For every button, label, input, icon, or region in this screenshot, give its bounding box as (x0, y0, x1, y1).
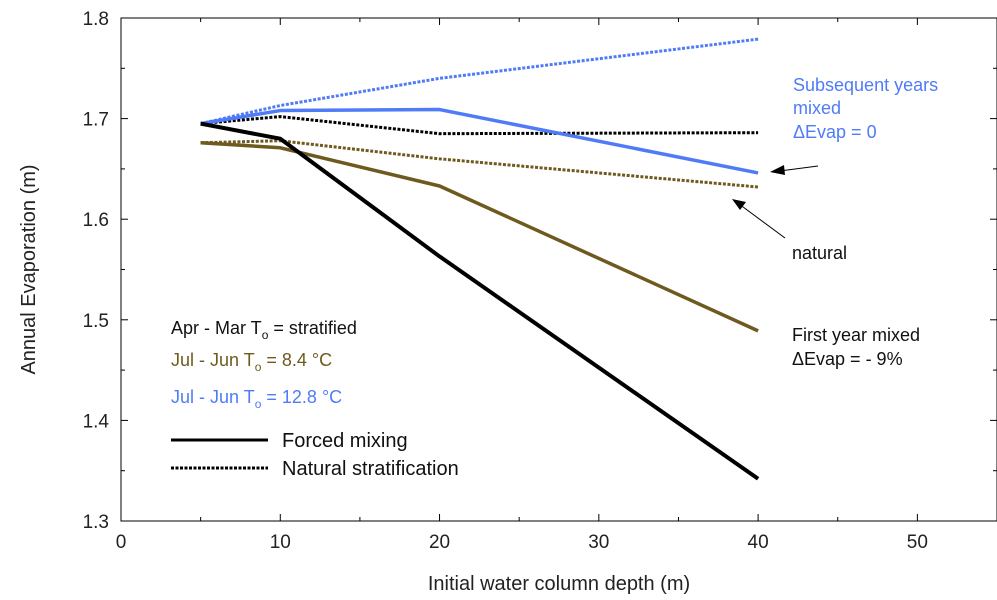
y-tick-label: 1.4 (83, 411, 110, 432)
x-tick-label: 0 (116, 532, 127, 553)
x-axis-title: Initial water column depth (m) (428, 573, 690, 595)
condition-label-olive: Jul - Jun To = 8.4 °C (171, 350, 332, 374)
arrowhead-blue (770, 165, 785, 175)
y-tick-label: 1.7 (83, 110, 109, 131)
x-tick-label: 20 (429, 532, 450, 553)
annotation-subsequent-line1: Subsequent years (793, 75, 938, 95)
condition-labels: Apr - Mar To = stratified Jul - Jun To =… (171, 318, 357, 411)
y-tick-label: 1.6 (83, 210, 109, 231)
annotation-subsequent-line3: ΔEvap = 0 (793, 122, 877, 142)
arrow-to-natural-line (734, 200, 786, 239)
annotation-subsequent-line2: mixed (793, 98, 841, 118)
y-axis-title: Annual Evaporation (m) (18, 164, 40, 374)
condition-label-black: Apr - Mar To = stratified (171, 318, 357, 342)
legend: Forced mixing Natural stratification (171, 430, 459, 480)
annotation-first-year-line1: First year mixed (792, 325, 920, 345)
annotation-first-year-line2: ΔEvap = - 9% (792, 349, 903, 369)
series-blue-solid (200, 107, 759, 175)
condition-label-blue: Jul - Jun To = 12.8 °C (171, 387, 342, 411)
y-tick-label: 1.8 (83, 9, 109, 30)
legend-solid-label: Forced mixing (282, 430, 408, 452)
y-tick-label: 1.3 (83, 512, 109, 533)
series-black-solid (200, 121, 760, 481)
x-tick-label: 40 (748, 532, 769, 553)
series-blue-dotted (200, 37, 759, 126)
arrowhead-natural (732, 199, 746, 210)
series-layer (200, 37, 760, 481)
series-olive-solid (200, 140, 759, 333)
annotation-natural: natural (792, 243, 847, 263)
legend-dotted-label: Natural stratification (282, 458, 459, 480)
plot-axes: 0 10 20 30 40 50 1.3 1.4 1.5 1.6 1.7 1.8 Initial wat… (18, 9, 997, 595)
x-tick-label: 30 (588, 532, 609, 553)
annotations: Subsequent years mixed ΔEvap = 0 natural… (732, 75, 938, 369)
x-tick-label: 10 (270, 532, 291, 553)
x-tick-label: 50 (907, 532, 928, 553)
y-tick-label: 1.5 (83, 311, 109, 332)
